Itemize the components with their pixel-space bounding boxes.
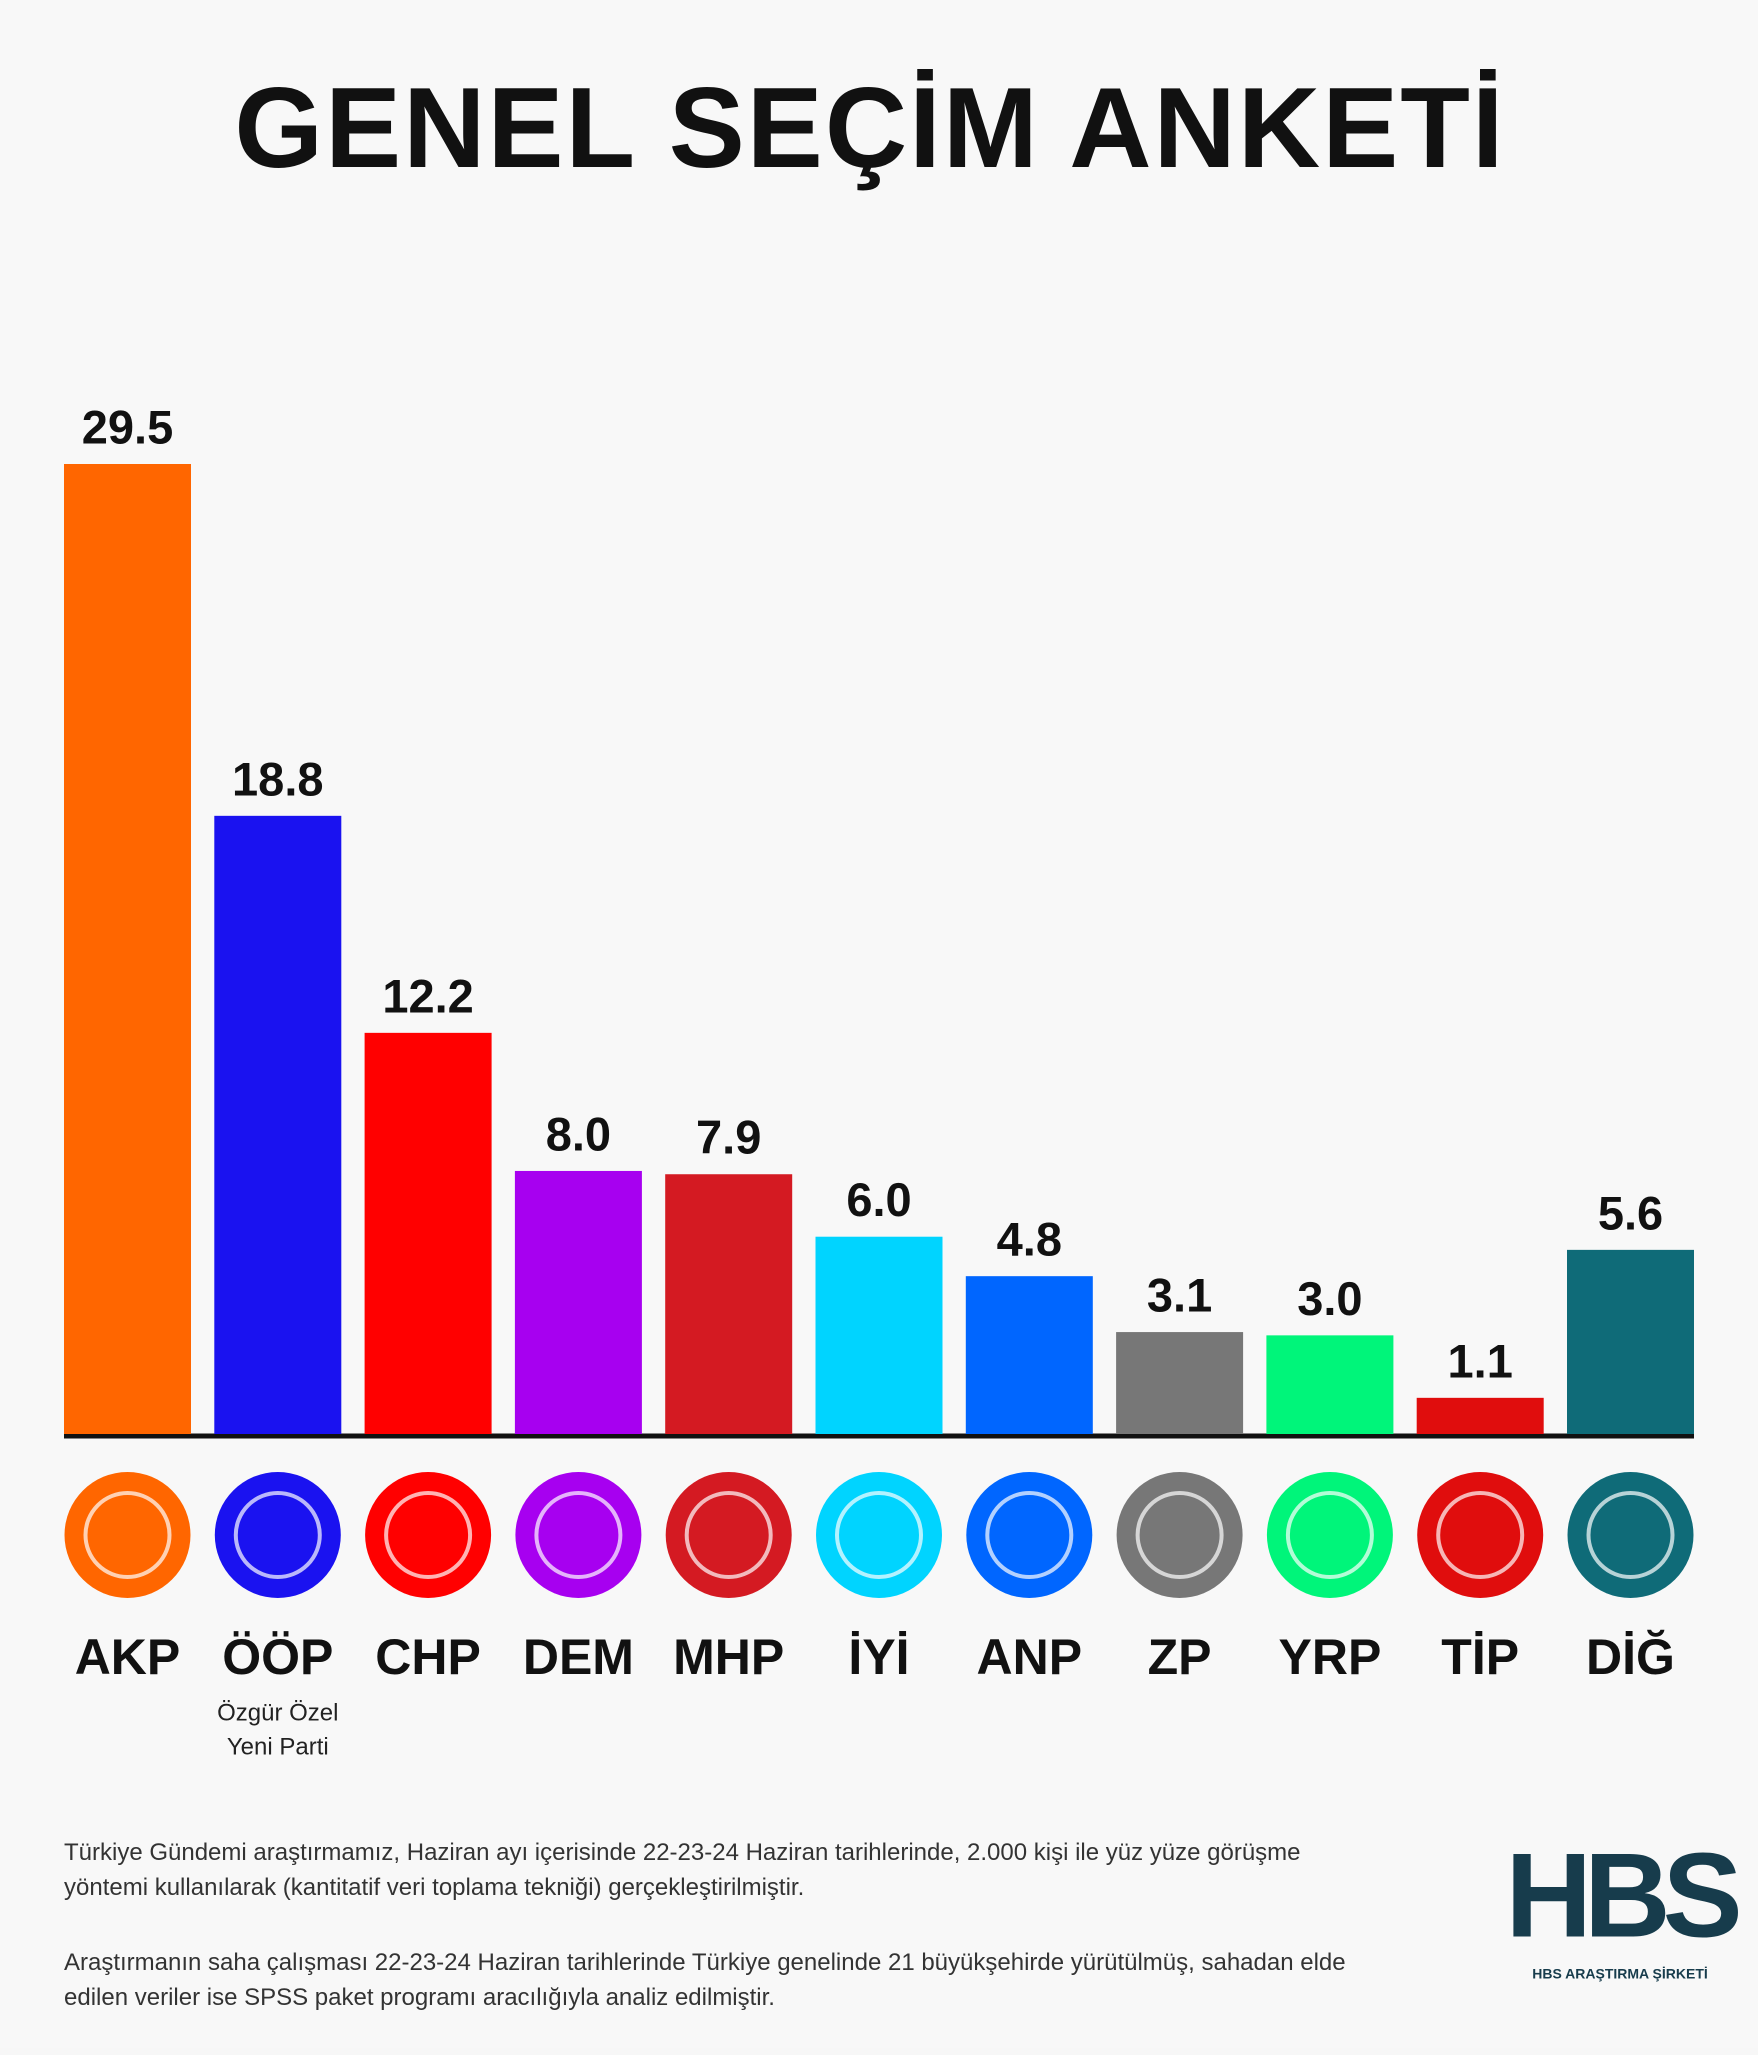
value-label: 3.1 <box>1147 1268 1212 1321</box>
party-icon-ring <box>83 1491 172 1579</box>
value-label: 5.6 <box>1598 1186 1663 1239</box>
bar <box>815 1236 943 1434</box>
bar <box>665 1174 793 1434</box>
party-icon-ring <box>985 1491 1074 1579</box>
party-icon <box>1116 1472 1243 1598</box>
x-tick-label: İYİ <box>848 1629 909 1685</box>
value-label: 3.0 <box>1297 1272 1362 1325</box>
logo-caption: HBS ARAŞTIRMA ŞİRKETİ <box>1532 1966 1708 1982</box>
party-icon <box>64 1472 191 1598</box>
party-icon-ring <box>684 1491 773 1579</box>
x-tick-label: MHP <box>673 1629 784 1685</box>
bar <box>1266 1335 1394 1434</box>
bar <box>965 1276 1093 1434</box>
value-label: 6.0 <box>846 1173 911 1226</box>
party-icon <box>1567 1472 1694 1598</box>
x-tick-label: ZP <box>1148 1629 1212 1685</box>
annotation: Yeni Parti <box>227 1733 329 1760</box>
x-tick-label: TİP <box>1441 1629 1519 1685</box>
logo: HBS HBS ARAŞTIRMA ŞİRKETİ <box>1505 1829 1746 1982</box>
bar <box>64 464 191 1434</box>
x-tick-label: ANP <box>977 1629 1083 1685</box>
x-tick-label: DİĞ <box>1586 1629 1675 1685</box>
party-icon-ring <box>233 1491 322 1579</box>
value-label: 4.8 <box>997 1213 1062 1266</box>
value-label: 12.2 <box>382 969 473 1022</box>
notes: Türkiye Gündemi araştırmamız, Haziran ay… <box>64 1835 1354 2055</box>
party-icon-ring <box>835 1491 923 1579</box>
value-label: 7.9 <box>696 1111 761 1164</box>
party-icon <box>365 1472 492 1598</box>
party-icon <box>816 1472 942 1598</box>
bar <box>514 1170 642 1434</box>
x-tick-label: ÖÖP <box>222 1629 333 1685</box>
value-label: 1.1 <box>1448 1334 1513 1387</box>
note: Araştırmanın saha çalışması 22-23-24 Haz… <box>64 1949 1346 2011</box>
party-icon <box>1266 1472 1393 1598</box>
x-tick-label: YRP <box>1278 1629 1381 1685</box>
bar <box>364 1032 492 1434</box>
bar <box>214 815 342 1434</box>
party-icon <box>515 1472 642 1598</box>
party-icon <box>214 1472 341 1598</box>
bar <box>1567 1249 1694 1434</box>
annotation: Özgür Özel <box>217 1699 338 1726</box>
value-label: 29.5 <box>82 400 173 453</box>
party-icon <box>665 1472 792 1598</box>
party-icon <box>1417 1472 1544 1598</box>
party-icon-ring <box>1285 1491 1374 1579</box>
party-icon-ring <box>1135 1491 1224 1579</box>
party-icon-ring <box>1586 1491 1675 1579</box>
bar <box>1116 1332 1244 1434</box>
logo-text: HBS <box>1505 1829 1738 1963</box>
value-label: 8.0 <box>546 1107 611 1160</box>
x-tick-label: CHP <box>375 1629 481 1685</box>
party-icon <box>966 1472 1093 1598</box>
party-icon-ring <box>1436 1491 1525 1579</box>
bar <box>1416 1397 1544 1434</box>
x-tick-label: DEM <box>523 1629 634 1685</box>
note: Türkiye Gündemi araştırmamız, Haziran ay… <box>64 1839 1301 1901</box>
chart-title: GENEL SEÇİM ANKETİ <box>234 65 1505 192</box>
x-tick-label: AKP <box>75 1629 181 1685</box>
party-icon-ring <box>534 1491 623 1579</box>
party-icon-ring <box>384 1491 473 1579</box>
value-label: 18.8 <box>232 752 323 805</box>
